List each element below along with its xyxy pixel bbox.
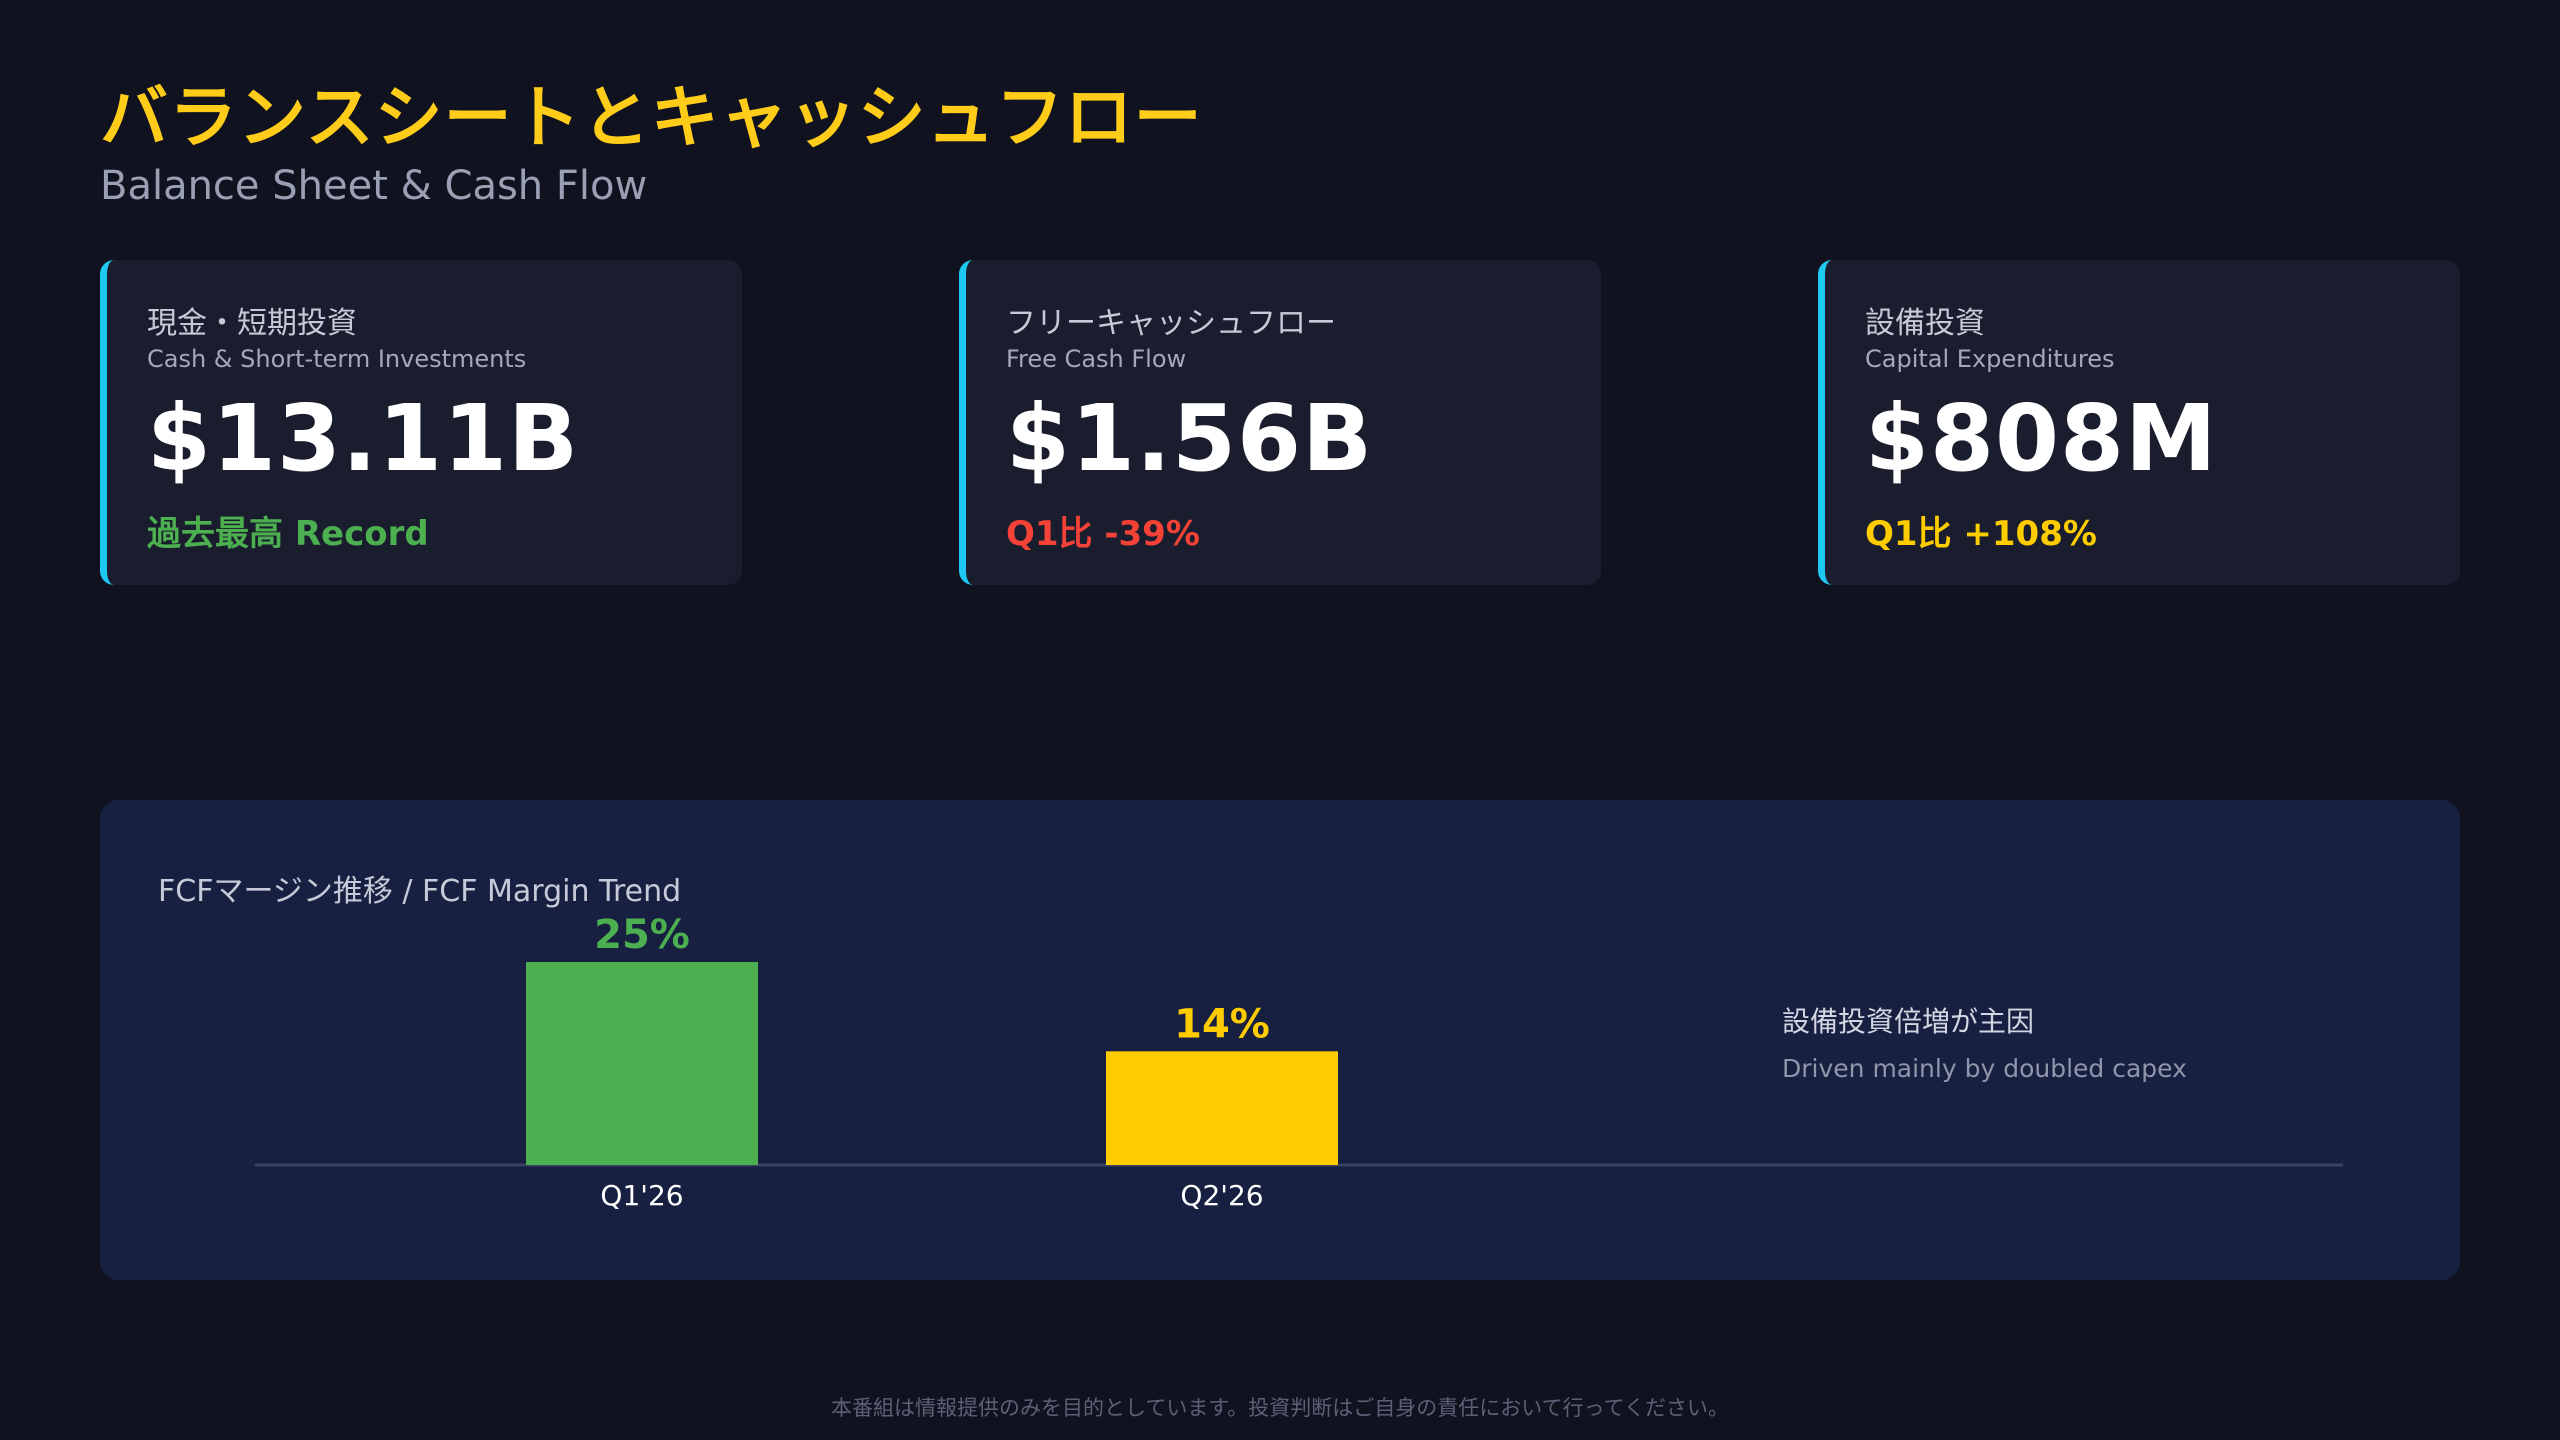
chart-annotation-ja: 設備投資倍増が主因 — [1782, 1005, 2035, 1038]
kpi-sublabel: Cash & Short-term Investments — [147, 345, 527, 373]
x-tick-label: Q1'26 — [600, 1179, 683, 1212]
kpi-card-free-cash-flow: フリーキャッシュフロー Free Cash Flow $1.56B Q1比 -3… — [959, 260, 1601, 585]
kpi-note: Q1比 +108% — [1865, 514, 2097, 554]
page-subtitle: Balance Sheet & Cash Flow — [100, 163, 648, 209]
chart-title: FCFマージン推移 / FCF Margin Trend — [158, 874, 682, 909]
kpi-label: 現金・短期投資 — [147, 306, 357, 341]
kpi-value: $13.11B — [147, 385, 580, 492]
kpi-note: 過去最高 Record — [147, 514, 429, 554]
kpi-sublabel: Capital Expenditures — [1865, 345, 2115, 373]
kpi-label: フリーキャッシュフロー — [1006, 306, 1336, 341]
disclaimer: 本番組は情報提供のみを目的としています。投資判断はご自身の責任において行ってくだ… — [831, 1396, 1729, 1420]
bar-value-label: 14% — [1174, 1001, 1270, 1047]
kpi-card-capex: 設備投資 Capital Expenditures $808M Q1比 +108… — [1818, 260, 2460, 585]
chart-annotation-en: Driven mainly by doubled capex — [1782, 1054, 2187, 1083]
x-tick-label: Q2'26 — [1180, 1179, 1263, 1212]
kpi-label: 設備投資 — [1865, 306, 1985, 341]
bar-Q2'26 — [1106, 1051, 1338, 1165]
bar-value-label: 25% — [594, 912, 690, 958]
kpi-note: Q1比 -39% — [1006, 514, 1200, 554]
bar-Q1'26 — [526, 962, 758, 1165]
fcf-margin-chart-panel: FCFマージン推移 / FCF Margin Trend 25% Q1'26 14%… — [100, 800, 2460, 1280]
kpi-value: $1.56B — [1006, 385, 1374, 492]
page-title: バランスシートとキャッシュフロー — [100, 79, 1203, 158]
kpi-sublabel: Free Cash Flow — [1006, 345, 1187, 373]
kpi-value: $808M — [1865, 385, 2218, 492]
kpi-card-cash: 現金・短期投資 Cash & Short-term Investments $1… — [100, 260, 742, 585]
fcf-margin-bar-chart: 25% Q1'26 14% Q2'26 — [255, 912, 2343, 1212]
